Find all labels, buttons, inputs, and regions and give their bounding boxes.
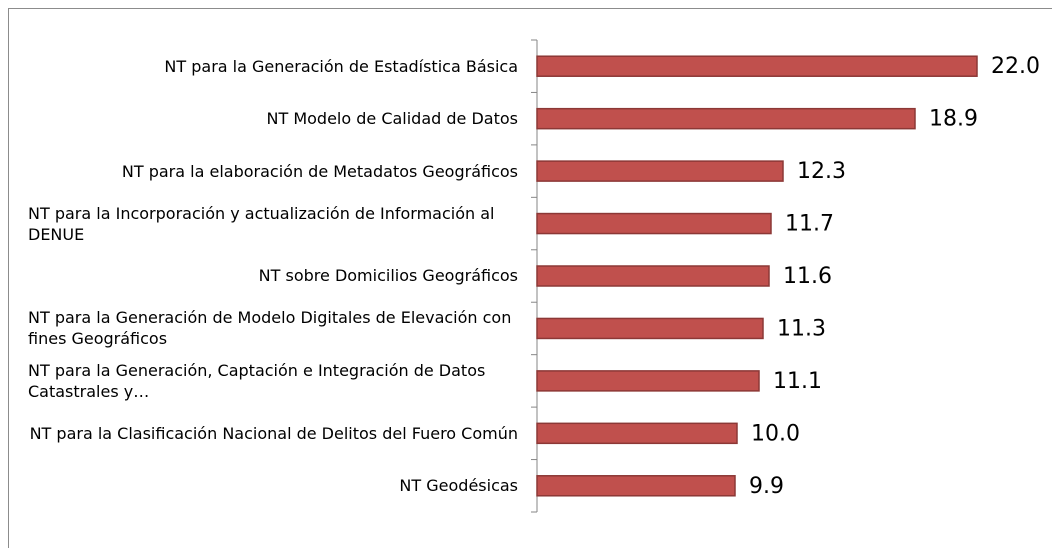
- category-label-box: NT sobre Domicilios Geográficos: [28, 250, 518, 302]
- category-label-box: NT para la Incorporación y actualización…: [28, 197, 518, 249]
- category-label-box: NT para la elaboración de Metadatos Geog…: [28, 145, 518, 197]
- bar: [536, 107, 916, 130]
- data-label: 22.0: [991, 54, 1040, 79]
- category-label: NT Geodésicas: [399, 476, 518, 496]
- bar: [536, 55, 978, 77]
- category-label: NT para la Clasificación Nacional de Del…: [29, 423, 518, 443]
- category-label: NT para la Generación de Estadística Bás…: [164, 56, 518, 76]
- data-label: 11.7: [785, 212, 834, 237]
- chart-frame: [8, 8, 1052, 548]
- bar: [536, 370, 760, 392]
- category-label-box: NT para la Generación de Estadística Bás…: [28, 40, 518, 92]
- category-label: NT para la elaboración de Metadatos Geog…: [121, 161, 518, 181]
- chart: 22.0 18.9 12.3 11.7 11.6 11.3 11.1 10.0 9.9: [531, 39, 1040, 513]
- category-label: NT sobre Domicilios Geográficos: [258, 266, 518, 286]
- data-label: 18.9: [929, 107, 978, 132]
- category-label: NT Modelo de Calidad de Datos: [266, 109, 518, 129]
- category-label: NT para la Incorporación y actualización…: [28, 203, 495, 244]
- category-label: NT para la Generación de Modelo Digitale…: [28, 308, 512, 349]
- bar: [536, 160, 784, 182]
- data-label: 11.1: [773, 369, 822, 394]
- data-label: 12.3: [797, 159, 846, 184]
- category-label: NT para la Generación, Captación e Integ…: [28, 360, 486, 401]
- category-label-box: NT Geodésicas: [28, 460, 518, 512]
- bar: [536, 265, 770, 287]
- bar: [536, 475, 736, 497]
- data-label: 10.0: [751, 421, 800, 446]
- bar: [536, 422, 738, 445]
- category-label-box: NT para la Generación de Modelo Digitale…: [28, 302, 518, 354]
- category-label-box: NT para la Generación, Captación e Integ…: [28, 355, 518, 407]
- data-label: 9.9: [749, 474, 784, 499]
- bar: [536, 212, 772, 235]
- category-label-box: NT para la Clasificación Nacional de Del…: [28, 407, 518, 459]
- page: NT para la Generación de Estadística Bás…: [8, 8, 1052, 548]
- category-label-box: NT Modelo de Calidad de Datos: [28, 92, 518, 144]
- data-label: 11.3: [777, 316, 826, 341]
- bar: [536, 317, 764, 340]
- data-label: 11.6: [783, 264, 832, 289]
